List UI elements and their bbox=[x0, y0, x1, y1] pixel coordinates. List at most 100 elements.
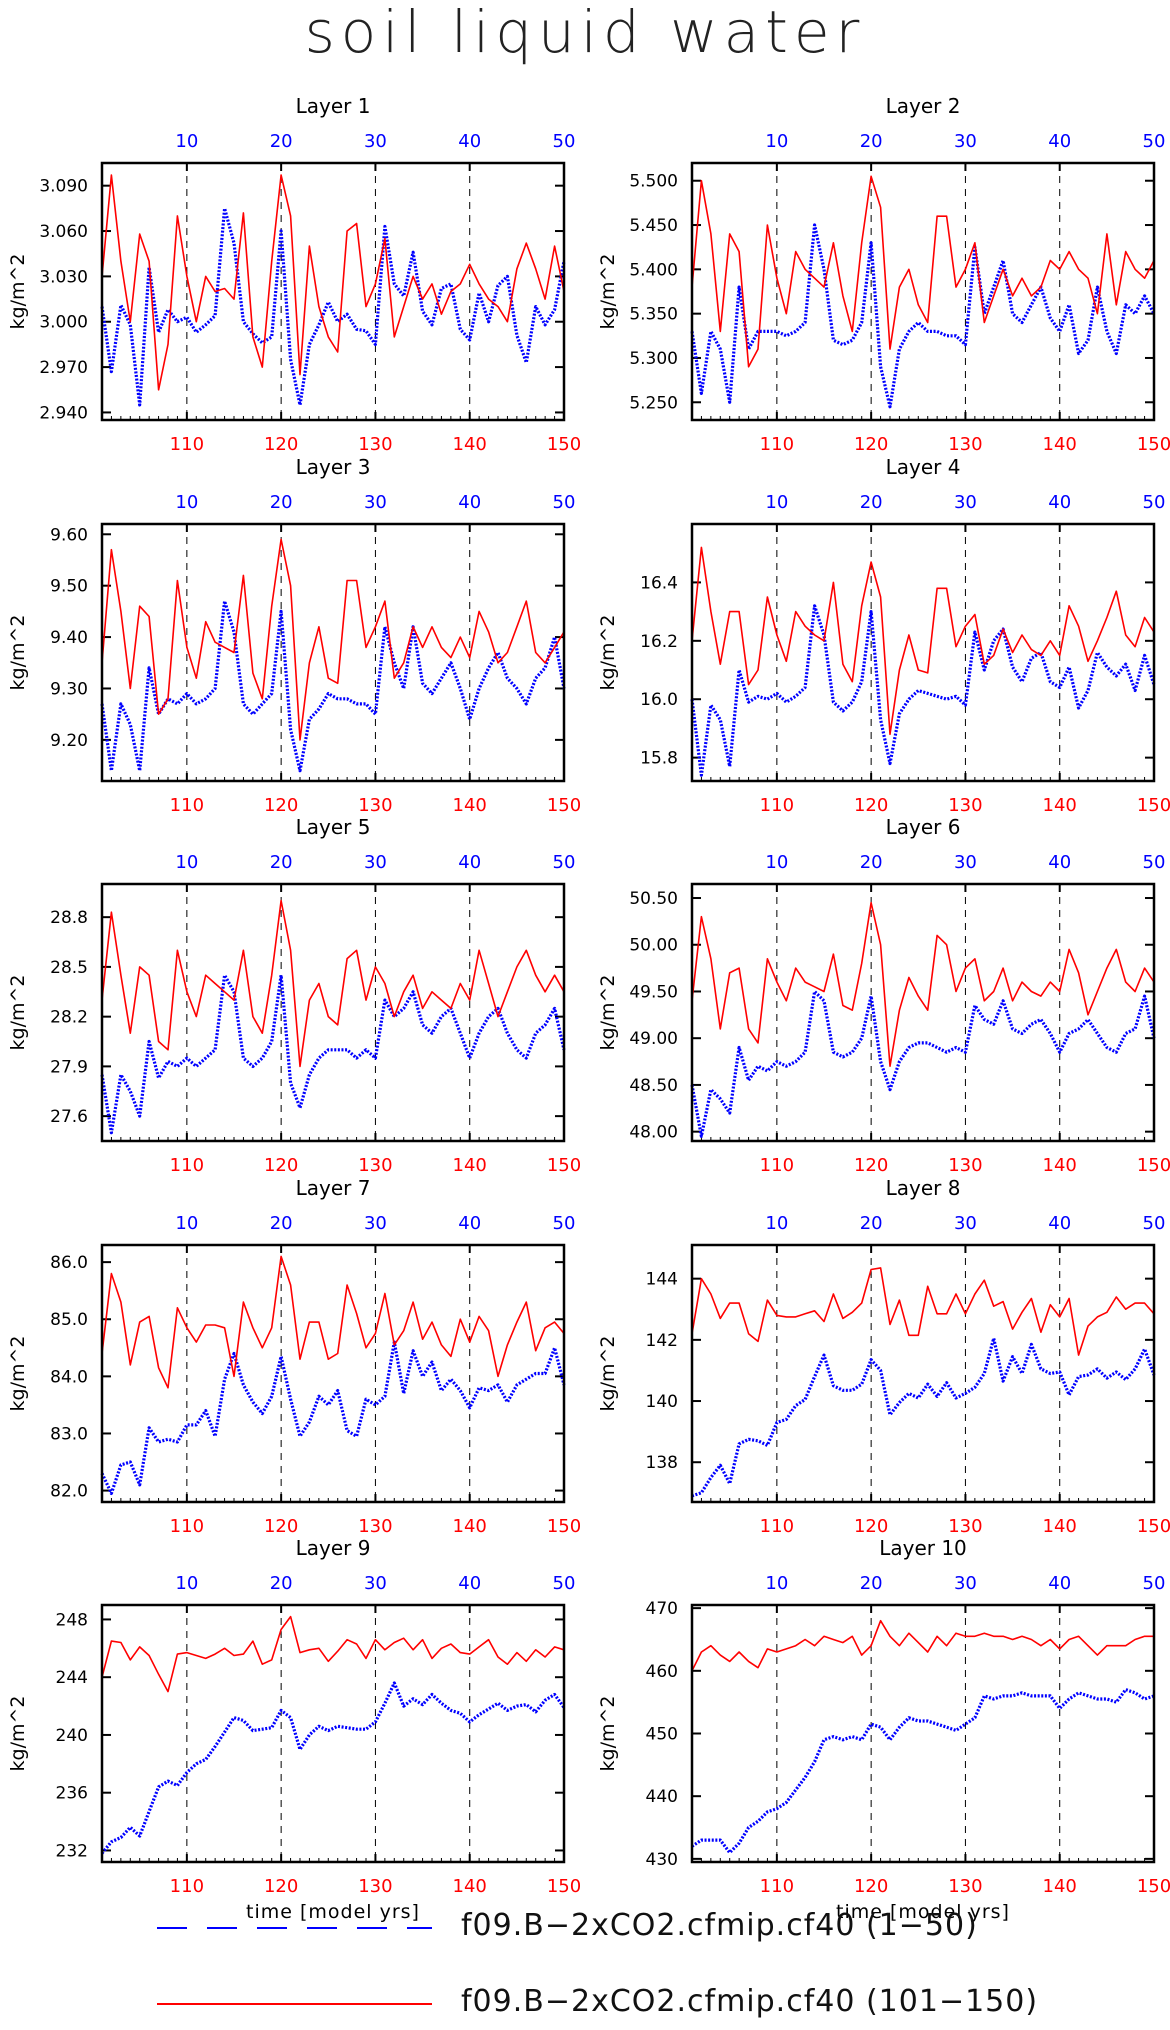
panel-3-frame bbox=[100, 522, 566, 783]
panel-5-ytick-label: 27.6 bbox=[50, 1107, 88, 1127]
panel-1-xtick-label: 120 bbox=[264, 434, 298, 455]
panel-10-ytick-label: 440 bbox=[646, 1787, 678, 1807]
panel-9-ylabel: kg/m^2 bbox=[7, 1696, 29, 1772]
panel-6-frame bbox=[690, 882, 1156, 1143]
panel-10-ytick-label: 430 bbox=[646, 1850, 678, 1870]
panel-7-xtop-label: 20 bbox=[270, 1213, 293, 1234]
panel-5-xtop-label: 40 bbox=[458, 852, 481, 873]
panel-4-xtick-label: 110 bbox=[760, 795, 794, 816]
panel-3-xtick-label: 130 bbox=[358, 795, 392, 816]
panel-7-ytick-label: 83.0 bbox=[50, 1424, 88, 1444]
panel-6-xtop-label: 50 bbox=[1143, 852, 1166, 873]
panel-1-xtick-label: 150 bbox=[547, 434, 581, 455]
panel-6-xtop-label: 30 bbox=[954, 852, 977, 873]
panel-6-xtick-label: 110 bbox=[760, 1155, 794, 1176]
panel-6-xtop-label: 40 bbox=[1048, 852, 1071, 873]
panel-4-series-101-150 bbox=[691, 546, 1155, 736]
panel-3-xtick-label: 150 bbox=[547, 795, 581, 816]
panel-4-xtick-label: 150 bbox=[1137, 795, 1170, 816]
panel-10-title: Layer 10 bbox=[879, 1536, 967, 1560]
panel-9-series-101-150 bbox=[101, 1615, 565, 1693]
panel-2-xtop-label: 50 bbox=[1143, 131, 1166, 152]
panel-4-ytick-label: 16.2 bbox=[640, 632, 678, 652]
panel-4-xtick-label: 140 bbox=[1043, 795, 1077, 816]
panel-3-xtick-label: 110 bbox=[170, 795, 204, 816]
panel-2-series-101-150 bbox=[691, 175, 1155, 368]
panel-3-xtop-label: 10 bbox=[175, 492, 198, 513]
panel-9-ytick-label: 240 bbox=[56, 1726, 88, 1746]
panel-10-series-101-150 bbox=[691, 1619, 1154, 1672]
panel-4-frame bbox=[690, 522, 1156, 783]
panel-7-ytick-label: 84.0 bbox=[50, 1367, 88, 1387]
panel-1-xtick-label: 110 bbox=[170, 434, 204, 455]
panel-6-ytick-label: 49.00 bbox=[629, 1029, 678, 1049]
panel-9-xtick-label: 130 bbox=[358, 1876, 392, 1897]
panel-2-ytick-label: 5.350 bbox=[629, 305, 678, 325]
panel-1-ytick-label: 3.090 bbox=[39, 177, 88, 197]
panel-5-ytick-label: 27.9 bbox=[50, 1057, 88, 1077]
panel-6-ytick-label: 48.50 bbox=[629, 1076, 678, 1096]
panel-2-series-1-50 bbox=[690, 223, 1156, 409]
panel-1-frame bbox=[100, 161, 566, 422]
panel-10-frame bbox=[690, 1603, 1156, 1864]
panel-3-ytick-label: 9.30 bbox=[50, 679, 88, 699]
panel-4-ylabel: kg/m^2 bbox=[597, 615, 619, 691]
panel-5-series-1-50 bbox=[100, 973, 566, 1135]
panel-5-xtick-label: 110 bbox=[170, 1155, 204, 1176]
panel-7-series-101-150 bbox=[101, 1255, 565, 1389]
panel-10-ytick-label: 450 bbox=[646, 1725, 678, 1745]
panel-6-ytick-label: 49.50 bbox=[629, 982, 678, 1002]
panel-1-ylabel: kg/m^2 bbox=[7, 254, 29, 330]
panel-5-xtick-label: 130 bbox=[358, 1155, 392, 1176]
panel-8-xtick-label: 140 bbox=[1043, 1516, 1077, 1537]
panel-5-frame bbox=[100, 882, 566, 1143]
panel-2-xtick-label: 120 bbox=[854, 434, 888, 455]
panel-8-series-101-150 bbox=[691, 1267, 1155, 1356]
panel-1-series-101-150 bbox=[101, 174, 565, 391]
panel-2-ytick-label: 5.400 bbox=[629, 260, 678, 280]
panel-5-ytick-label: 28.2 bbox=[50, 1008, 88, 1028]
panel-10-xtop-label: 10 bbox=[765, 1573, 788, 1594]
panel-7-xtop-label: 50 bbox=[553, 1213, 576, 1234]
panel-5-xtick-label: 150 bbox=[547, 1155, 581, 1176]
panel-9-xlabel: time [model yrs] bbox=[246, 1901, 420, 1923]
panel-6-ytick-label: 48.00 bbox=[629, 1123, 678, 1143]
panel-7-series-1-50 bbox=[100, 1340, 566, 1496]
panel-2-ytick-label: 5.300 bbox=[629, 349, 678, 369]
panel-10-xtick-label: 150 bbox=[1137, 1876, 1170, 1897]
panel-10-xlabel: time [model yrs] bbox=[836, 1901, 1010, 1923]
panel-1-ytick-label: 2.970 bbox=[39, 358, 88, 378]
panel-2-ytick-label: 5.250 bbox=[629, 393, 678, 413]
panel-9-xtop-label: 10 bbox=[175, 1573, 198, 1594]
panel-3-xtop-label: 20 bbox=[270, 492, 293, 513]
panel-8-title: Layer 8 bbox=[886, 1176, 961, 1200]
panel-1-xtick-label: 140 bbox=[453, 434, 487, 455]
panel-5-xtick-label: 120 bbox=[264, 1155, 298, 1176]
panel-8-ytick-label: 142 bbox=[646, 1331, 678, 1351]
panel-2-xtick-label: 140 bbox=[1043, 434, 1077, 455]
panel-1-ytick-label: 2.940 bbox=[39, 403, 88, 423]
panel-6-ytick-label: 50.50 bbox=[629, 889, 678, 909]
panel-5-series-101-150 bbox=[101, 899, 565, 1068]
panel-3-xtop-label: 50 bbox=[553, 492, 576, 513]
panel-3-ylabel: kg/m^2 bbox=[7, 615, 29, 691]
panel-5-title: Layer 5 bbox=[296, 815, 371, 839]
panel-7-ytick-label: 82.0 bbox=[50, 1482, 88, 1502]
panel-1-ytick-label: 3.030 bbox=[39, 267, 88, 287]
panel-6-xtop-label: 10 bbox=[765, 852, 788, 873]
panel-5-ylabel: kg/m^2 bbox=[7, 975, 29, 1051]
panel-7-ytick-label: 85.0 bbox=[50, 1310, 88, 1330]
panel-8-frame bbox=[690, 1243, 1156, 1504]
panel-1-xtop-label: 40 bbox=[458, 131, 481, 152]
panel-6-xtick-label: 140 bbox=[1043, 1155, 1077, 1176]
panel-3-xtick-label: 120 bbox=[264, 795, 298, 816]
panel-3-ytick-label: 9.50 bbox=[50, 577, 88, 597]
panel-10-ytick-label: 470 bbox=[646, 1599, 678, 1619]
panel-10-series-1-50 bbox=[691, 1687, 1155, 1855]
panel-3-xtop-label: 40 bbox=[458, 492, 481, 513]
panel-2-ytick-label: 5.450 bbox=[629, 216, 678, 236]
panel-9-series-1-50 bbox=[100, 1681, 566, 1855]
panel-7-xtick-label: 110 bbox=[170, 1516, 204, 1537]
panel-3-series-1-50 bbox=[100, 599, 566, 773]
panel-6-xtick-label: 150 bbox=[1137, 1155, 1170, 1176]
